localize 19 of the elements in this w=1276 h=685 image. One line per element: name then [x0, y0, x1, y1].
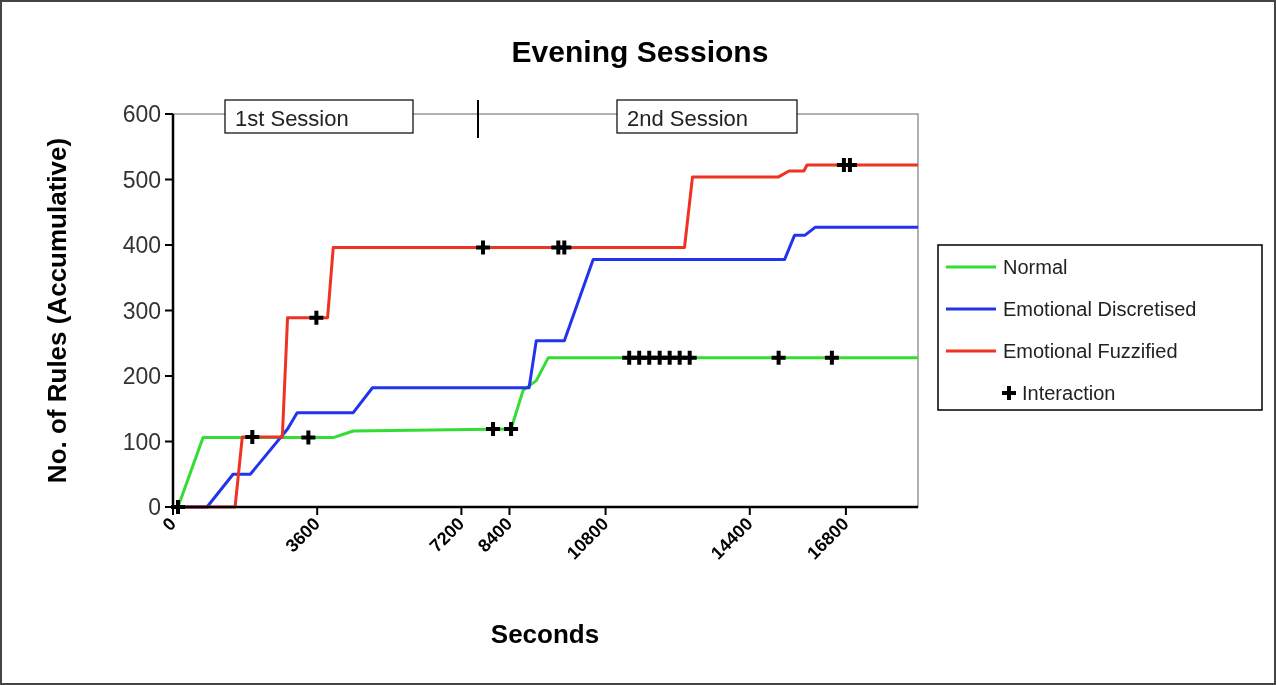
y-axis-title: No. of Rules (Accumulative) — [42, 137, 72, 484]
chart-title: Evening Sessions — [511, 35, 769, 68]
x-tick-label: 0 — [158, 513, 180, 535]
annotation: 2nd Session — [627, 106, 749, 131]
legend-label: Emotional Fuzzified — [1003, 340, 1178, 362]
legend-label: Emotional Discretised — [1003, 298, 1197, 320]
annotation: 1st Session — [235, 106, 349, 131]
label-box: 2nd Session — [616, 99, 798, 134]
y-tick-label: 400 — [122, 232, 161, 258]
y-tick-label: 300 — [122, 297, 161, 324]
label-box: 1st Session — [224, 99, 414, 134]
legend-label: Interaction — [1022, 382, 1116, 404]
y-tick-label: 0 — [148, 494, 161, 520]
x-axis-title: Seconds — [490, 619, 600, 649]
y-tick-label: 500 — [122, 166, 161, 193]
y-tick-label: 100 — [122, 428, 161, 455]
y-tick-label: 600 — [122, 101, 161, 127]
y-tick-label: 200 — [122, 363, 161, 389]
legend-label: Normal — [1003, 256, 1068, 278]
